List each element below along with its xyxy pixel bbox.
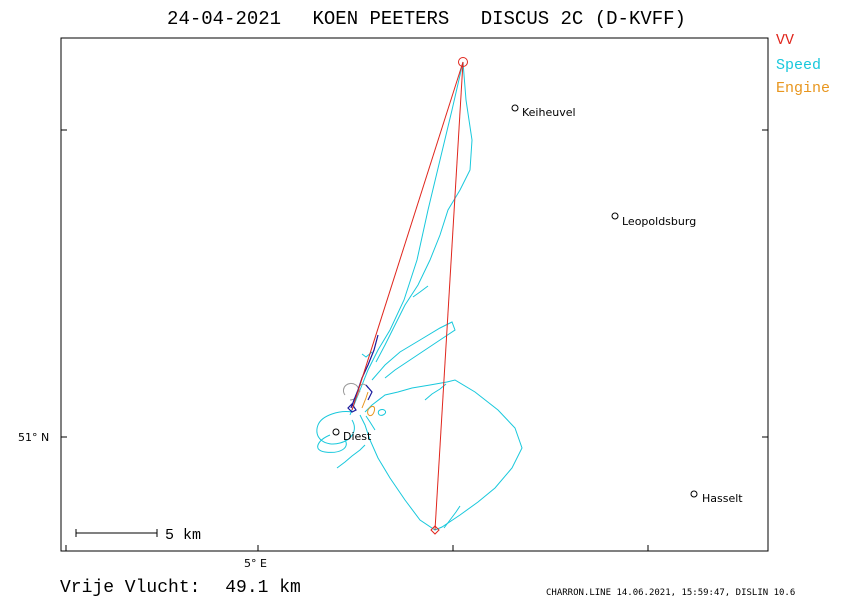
map-title: 24-04-2021 KOEN PEETERS DISCUS 2C (D-KVF…	[0, 8, 853, 30]
free-flight-distance: Vrije Vlucht: 49.1 km	[60, 578, 301, 598]
climb-track	[347, 334, 379, 413]
place-label-hasselt: Hasselt	[702, 492, 743, 505]
leopoldsburg-marker	[611, 212, 619, 220]
hasselt-marker	[690, 490, 698, 498]
distance-value: 49.1 km	[225, 578, 301, 598]
scale-bar-label: 5 km	[165, 527, 201, 544]
legend-speed: Speed	[776, 57, 822, 74]
scale-bar	[75, 529, 158, 537]
credits-line: CHARRON.LINE 14.06.2021, 15:59:47, DISLI…	[546, 588, 796, 598]
task-legs	[351, 57, 468, 535]
speed-track	[316, 61, 523, 531]
flight-date: 24-04-2021	[167, 8, 282, 30]
legend-engine: Engine	[776, 80, 831, 97]
legend-vv: VV	[776, 32, 795, 49]
y-tick-label: 51° N	[18, 431, 49, 444]
pilot-name: KOEN PEETERS	[312, 8, 450, 30]
distance-label: Vrije Vlucht:	[60, 578, 201, 598]
place-label-leopoldsburg: Leopoldsburg	[622, 215, 696, 228]
glider-name: DISCUS 2C (D-KVFF)	[480, 8, 686, 30]
diest-marker	[332, 428, 340, 436]
keiheuvel-marker	[511, 104, 519, 112]
place-markers	[332, 104, 698, 498]
axis-ticks	[61, 129, 768, 551]
x-tick-label: 5° E	[244, 557, 267, 570]
map-frame	[60, 37, 769, 552]
place-label-keiheuvel: Keiheuvel	[522, 106, 576, 119]
place-label-diest: Diest	[343, 430, 372, 443]
